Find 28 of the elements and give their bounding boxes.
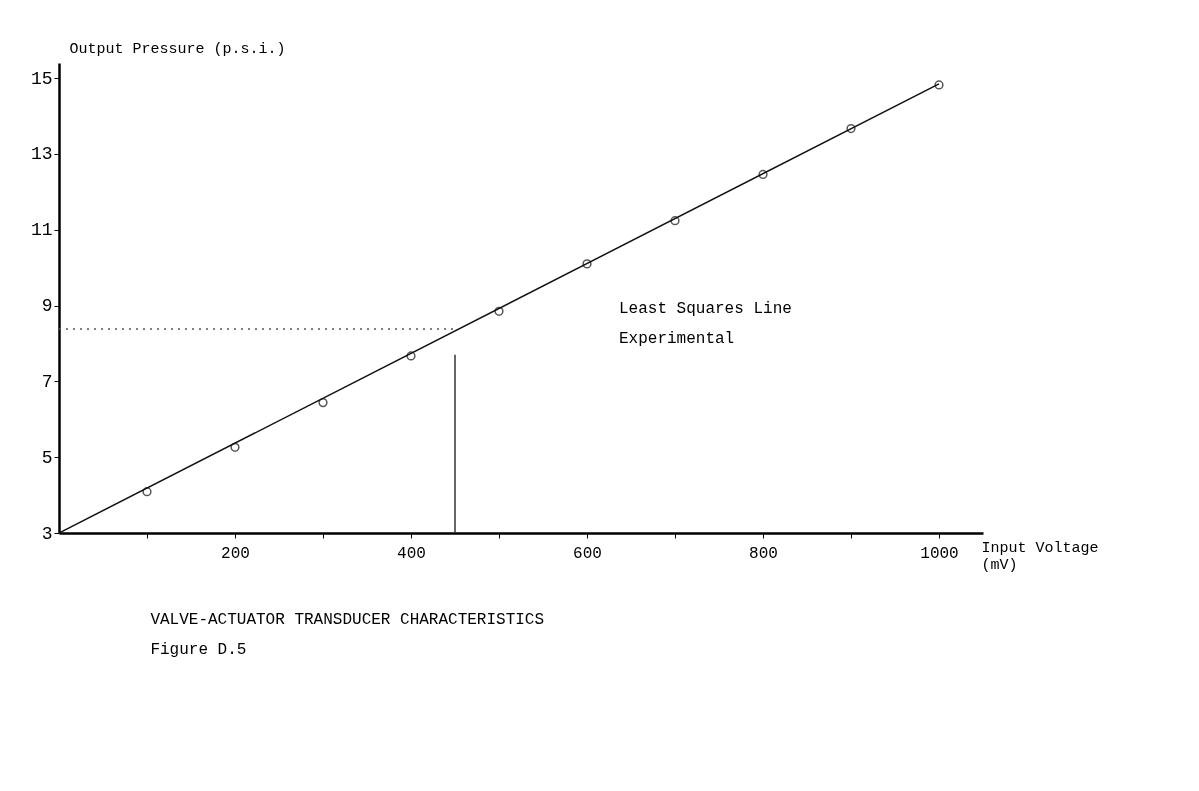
y-axis-title: Output Pressure (p.s.i.) [69,40,286,58]
point [582,259,592,269]
y-tick-label: 15 [30,68,53,89]
point [406,351,416,361]
x-tick-label: 400 [397,544,426,563]
text: Figure D.5 [150,641,247,659]
point [670,216,680,226]
y-tick-label: 13 [30,144,53,165]
annotation: Least Squares Line [619,300,792,318]
y-tick-label: 9 [41,296,53,317]
point [846,123,856,134]
point [318,398,328,408]
x-axis-title: Input Voltage (mV) [981,539,1099,574]
x-tick-label: 800 [749,544,778,563]
point [230,442,240,452]
point [494,306,504,316]
y-tick-label: 11 [30,220,53,241]
point [758,169,768,180]
point [934,80,944,90]
x-tick-label: 1000 [920,544,959,563]
y-tick-label: 3 [41,523,53,544]
x-tick-label: 200 [221,544,250,563]
annotation: Experimental [619,330,735,348]
point [142,487,152,497]
y-tick-label: 5 [41,447,53,468]
y-tick-label: 7 [41,371,53,392]
text: VALVE-ACTUATOR TRANSDUCER CHARACTERISTICS [150,611,545,629]
x-tick-label: 600 [573,544,602,563]
